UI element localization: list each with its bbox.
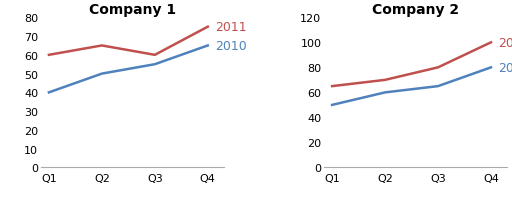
Title: Company 1: Company 1 (89, 3, 176, 17)
Text: 2011: 2011 (215, 21, 246, 34)
Title: Company 2: Company 2 (372, 3, 459, 17)
Text: 2010: 2010 (498, 62, 512, 75)
Text: 2011: 2011 (498, 37, 512, 49)
Text: 2010: 2010 (215, 40, 246, 53)
